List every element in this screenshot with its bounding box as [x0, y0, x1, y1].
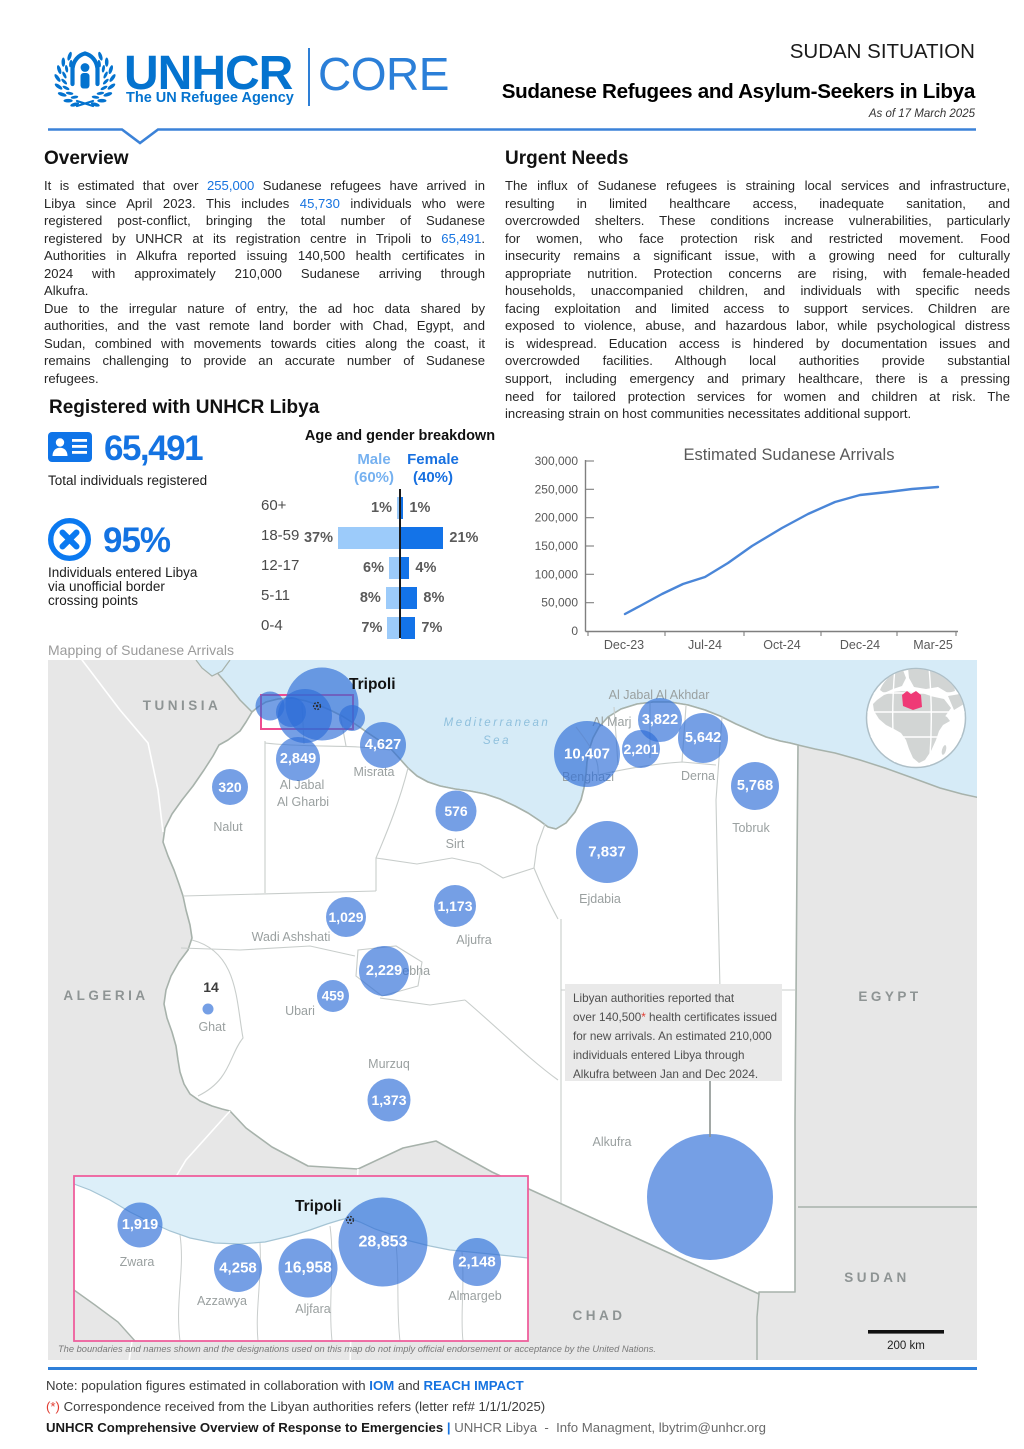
svg-text:Zwara: Zwara [120, 1255, 155, 1269]
svg-text:150,000: 150,000 [535, 539, 579, 553]
svg-text:0: 0 [571, 624, 578, 638]
svg-text:Wadi Ashshati: Wadi Ashshati [252, 930, 331, 944]
svg-text:200 km: 200 km [887, 1340, 925, 1352]
svg-text:Al Jabal: Al Jabal [280, 778, 324, 792]
svg-text:Al Gharbi: Al Gharbi [277, 795, 329, 809]
svg-text:Ejdabia: Ejdabia [579, 892, 621, 906]
svg-text:over 140,500* health certifica: over 140,500* health certificates issued [573, 1011, 777, 1024]
svg-text:The boundaries and names shown: The boundaries and names shown and the d… [58, 1344, 656, 1354]
svg-text:576: 576 [444, 803, 468, 819]
svg-text:Ghat: Ghat [198, 1020, 226, 1034]
svg-text:4,258: 4,258 [219, 1260, 257, 1277]
svg-text:Libyan authorities reported th: Libyan authorities reported that [573, 992, 735, 1005]
svg-text:Tobruk: Tobruk [732, 821, 770, 835]
svg-text:CHAD: CHAD [573, 1308, 626, 1323]
svg-text:320: 320 [218, 779, 242, 795]
svg-text:Sirt: Sirt [446, 837, 465, 851]
svg-text:Tripoli: Tripoli [349, 676, 396, 693]
svg-text:Jul-24: Jul-24 [688, 638, 722, 652]
svg-text:for new arrivals. An estimated: for new arrivals. An estimated 210,000 [573, 1030, 772, 1043]
svg-text:1,029: 1,029 [328, 909, 363, 925]
svg-text:Ubari: Ubari [285, 1004, 315, 1018]
svg-text:Misrata: Misrata [354, 765, 395, 779]
svg-text:50,000: 50,000 [541, 596, 578, 610]
svg-text:459: 459 [322, 989, 345, 1004]
svg-text:Oct-24: Oct-24 [763, 638, 801, 652]
svg-text:2,201: 2,201 [623, 741, 658, 757]
svg-text:Estimated Sudanese Arrivals: Estimated Sudanese Arrivals [684, 446, 895, 464]
svg-text:300,000: 300,000 [535, 454, 579, 468]
svg-text:1,373: 1,373 [371, 1092, 406, 1108]
svg-text:individuals entered Libya thro: individuals entered Libya through [573, 1049, 745, 1062]
svg-text:Azzawya: Azzawya [197, 1294, 247, 1308]
svg-text:EGYPT: EGYPT [858, 989, 921, 1004]
svg-text:2,849: 2,849 [280, 751, 316, 767]
svg-text:Derna: Derna [681, 769, 715, 783]
svg-text:Murzuq: Murzuq [368, 1057, 410, 1071]
svg-text:Sea: Sea [483, 735, 511, 747]
svg-text:14: 14 [203, 979, 219, 995]
svg-text:250,000: 250,000 [535, 482, 579, 496]
svg-text:Almargeb: Almargeb [448, 1289, 502, 1303]
svg-text:5,768: 5,768 [737, 778, 773, 794]
svg-text:4,627: 4,627 [365, 737, 401, 753]
svg-text:Mar-25: Mar-25 [913, 638, 953, 652]
svg-text:Nalut: Nalut [213, 820, 243, 834]
svg-text:2,148: 2,148 [458, 1254, 496, 1271]
svg-text:Aljufra: Aljufra [456, 933, 491, 947]
svg-text:1,919: 1,919 [122, 1217, 158, 1233]
svg-text:200,000: 200,000 [535, 511, 579, 525]
svg-text:Aljfara: Aljfara [295, 1302, 330, 1316]
svg-text:Al Jabal Al Akhdar: Al Jabal Al Akhdar [609, 688, 710, 702]
svg-text:Dec-23: Dec-23 [604, 638, 644, 652]
svg-text:Alkufra between Jan and Dec 20: Alkufra between Jan and Dec 2024. [573, 1068, 758, 1081]
svg-text:SUDAN: SUDAN [844, 1270, 910, 1285]
svg-text:Dec-24: Dec-24 [840, 638, 880, 652]
svg-text:Mediterranean: Mediterranean [444, 717, 551, 729]
svg-text:28,853: 28,853 [359, 1234, 408, 1251]
svg-text:Tripoli: Tripoli [295, 1198, 342, 1215]
svg-text:1,173: 1,173 [437, 898, 472, 914]
svg-text:2,229: 2,229 [366, 963, 402, 979]
svg-text:ALGERIA: ALGERIA [63, 988, 148, 1003]
svg-text:16,958: 16,958 [284, 1260, 332, 1277]
svg-text:10,407: 10,407 [564, 746, 610, 763]
svg-text:Alkufra: Alkufra [593, 1135, 632, 1149]
svg-text:3,822: 3,822 [642, 712, 678, 728]
svg-text:7,837: 7,837 [588, 844, 626, 861]
svg-text:TUNISIA: TUNISIA [143, 698, 222, 713]
svg-text:5,642: 5,642 [685, 730, 721, 746]
svg-text:100,000: 100,000 [535, 567, 579, 581]
